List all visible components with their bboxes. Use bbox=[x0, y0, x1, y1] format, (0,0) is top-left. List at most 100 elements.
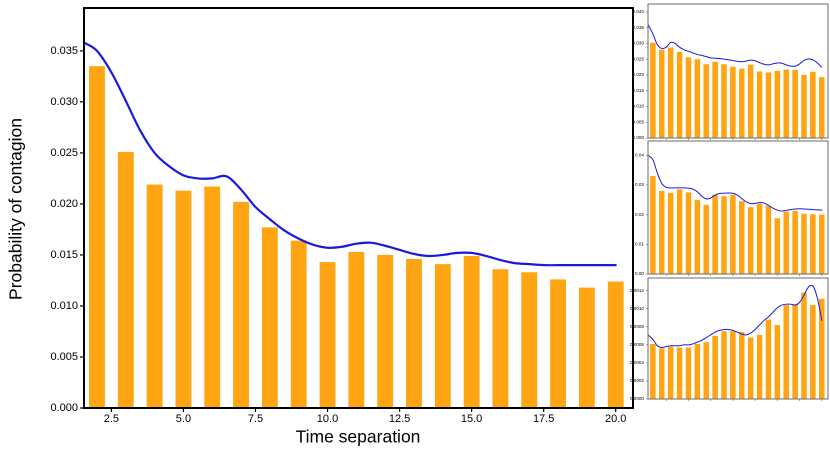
x-axis-label: Time separation bbox=[295, 426, 421, 447]
x-tick-label: 15.0 bbox=[461, 413, 482, 425]
x-tick-label: 12.5 bbox=[389, 413, 410, 425]
bar bbox=[659, 190, 665, 274]
bar bbox=[792, 69, 798, 138]
y-tick-label: 0.0002 bbox=[630, 378, 644, 383]
y-tick-label: 0.005 bbox=[633, 119, 645, 124]
bar bbox=[175, 190, 192, 408]
bar bbox=[348, 251, 365, 408]
y-tick-label: 0.010 bbox=[50, 300, 78, 312]
y-tick-label: 0.0006 bbox=[630, 342, 644, 347]
kde-line bbox=[647, 154, 823, 212]
kde-line bbox=[647, 23, 823, 68]
bar bbox=[739, 68, 745, 138]
bar bbox=[756, 334, 763, 399]
bar bbox=[712, 194, 718, 274]
bar bbox=[685, 347, 692, 399]
bar bbox=[721, 196, 727, 274]
y-tick-label: 0.030 bbox=[633, 41, 645, 46]
bar bbox=[703, 342, 709, 399]
y-tick-label: 0.035 bbox=[50, 45, 78, 57]
bar bbox=[667, 346, 674, 399]
bar bbox=[117, 151, 134, 408]
plot-border bbox=[647, 140, 829, 275]
bar bbox=[783, 69, 789, 138]
bar bbox=[659, 49, 665, 138]
bar bbox=[712, 61, 718, 138]
kde-line bbox=[647, 284, 823, 349]
bar bbox=[694, 343, 701, 399]
bar bbox=[792, 210, 798, 274]
y-tick-label: 0.0000 bbox=[630, 396, 644, 401]
bar bbox=[694, 59, 701, 139]
bar bbox=[607, 281, 624, 408]
bar bbox=[319, 262, 336, 408]
bar bbox=[765, 319, 772, 399]
bar bbox=[650, 176, 656, 274]
bar bbox=[146, 184, 163, 408]
y-tick-label: 0.020 bbox=[633, 72, 645, 77]
bar bbox=[703, 204, 709, 274]
plot-border bbox=[647, 3, 829, 139]
subplot-middle-canvas: 0.00 0.01 0.02 0.03 0.04 bbox=[635, 140, 829, 276]
bar bbox=[792, 304, 798, 399]
plot-border bbox=[647, 277, 829, 400]
bar bbox=[650, 42, 656, 139]
y-tick-label: 0.03 bbox=[635, 182, 644, 187]
bar bbox=[801, 292, 807, 399]
bar bbox=[290, 240, 307, 408]
y-tick-label: 0.040 bbox=[633, 9, 645, 14]
y-tick-label: 0.02 bbox=[635, 212, 644, 217]
bar bbox=[739, 201, 745, 274]
bar bbox=[89, 66, 105, 408]
bar bbox=[492, 269, 509, 408]
bar bbox=[747, 207, 754, 274]
y-tick-label: 0.0008 bbox=[630, 324, 644, 329]
y-tick-label: 0.000 bbox=[50, 402, 78, 414]
subplot-top-canvas: 0.000 0.005 0.010 0.015 0.020 0.025 0.030 0.035… bbox=[633, 3, 829, 140]
y-tick-label: 0.0010 bbox=[630, 306, 644, 311]
bar bbox=[739, 332, 745, 399]
bar bbox=[756, 71, 763, 138]
bar bbox=[801, 213, 807, 274]
y-tick-label: 0.010 bbox=[633, 104, 645, 109]
bar bbox=[659, 348, 665, 399]
y-tick-label: 0.015 bbox=[633, 88, 645, 93]
bar bbox=[685, 57, 692, 138]
bar bbox=[676, 51, 683, 138]
bar bbox=[261, 227, 278, 408]
bar bbox=[676, 347, 683, 399]
y-tick-label: 0.015 bbox=[50, 249, 78, 261]
x-tick-label: 20.0 bbox=[605, 413, 626, 425]
bar bbox=[765, 72, 772, 138]
y-tick-label: 0.00 bbox=[635, 271, 644, 276]
x-tick-label: 10.0 bbox=[317, 413, 338, 425]
bar bbox=[578, 287, 595, 408]
y-tick-label: 0.01 bbox=[635, 242, 644, 247]
bar bbox=[377, 254, 394, 408]
y-tick-label: 0.025 bbox=[50, 147, 78, 159]
bar bbox=[233, 201, 249, 408]
x-tick-label: 17.5 bbox=[533, 413, 554, 425]
bar bbox=[819, 214, 825, 274]
x-tick-label: 2.5 bbox=[104, 413, 119, 425]
bar bbox=[774, 324, 781, 399]
bar bbox=[765, 205, 772, 274]
bar bbox=[685, 192, 692, 274]
bar bbox=[712, 335, 718, 399]
bar bbox=[204, 186, 221, 408]
bar bbox=[819, 77, 825, 138]
y-tick-label: 0.020 bbox=[50, 198, 78, 210]
y-tick-label: 0.030 bbox=[50, 96, 78, 108]
bar bbox=[810, 305, 816, 399]
bar bbox=[703, 64, 709, 138]
x-tick-label: 5.0 bbox=[176, 413, 191, 425]
bar bbox=[730, 194, 736, 274]
bar bbox=[694, 199, 701, 274]
x-tick-label: 7.5 bbox=[248, 413, 263, 425]
kde-line bbox=[82, 41, 617, 267]
y-tick-label: 0.035 bbox=[633, 25, 645, 30]
y-tick-label: 0.005 bbox=[50, 351, 78, 363]
bar bbox=[676, 189, 683, 274]
bar bbox=[730, 331, 736, 399]
